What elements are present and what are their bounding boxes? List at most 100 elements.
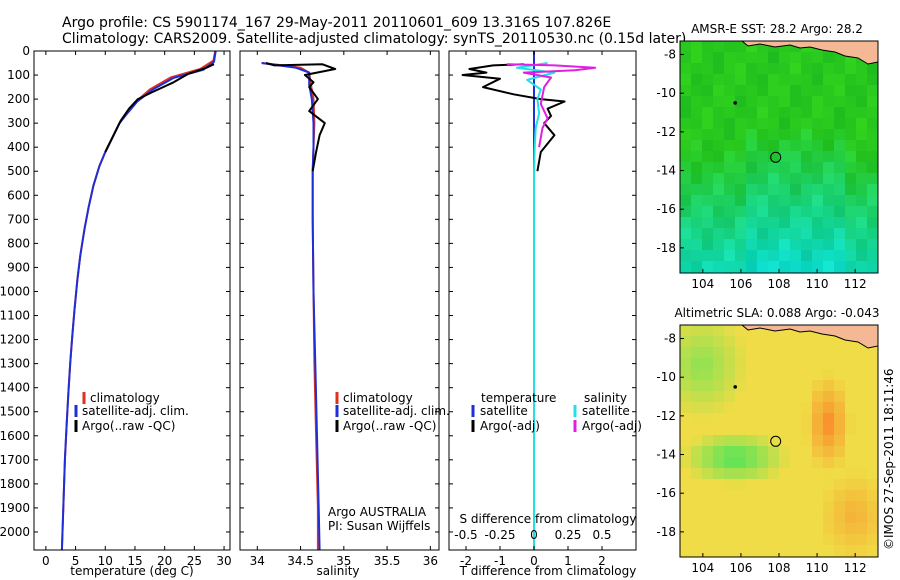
map-cell (702, 446, 714, 458)
map-cell (790, 402, 802, 414)
map-cell (768, 118, 780, 130)
map-cell (757, 228, 769, 240)
map-cell (856, 217, 868, 229)
map-cell (812, 424, 824, 436)
map-cell (845, 96, 857, 108)
map-cell (790, 228, 802, 240)
map-cell (834, 129, 846, 141)
map-cell (856, 501, 868, 513)
map-cell (702, 435, 714, 447)
map-cell (867, 63, 878, 75)
map-cell (801, 512, 813, 524)
map-cell (801, 413, 813, 425)
difference-axes-frame (448, 50, 637, 551)
map-cell (768, 195, 780, 207)
map-cell (779, 358, 791, 370)
map-cell (746, 162, 758, 174)
map-cell (746, 107, 758, 119)
map-cell (779, 424, 791, 436)
map-cell (768, 512, 780, 524)
map-cell (823, 545, 835, 557)
map-cell (768, 545, 780, 557)
map-cell (867, 195, 878, 207)
map-cell (680, 446, 692, 458)
y-tick-label: 1700 (0, 453, 30, 467)
map-cell (812, 173, 824, 185)
map-cell (735, 391, 747, 403)
map-y-tick-label: -14 (656, 164, 676, 178)
map-cell (691, 413, 703, 425)
map-cell (702, 107, 714, 119)
map-cell (713, 402, 725, 414)
map-cell (845, 195, 857, 207)
map-cell (856, 479, 868, 491)
map-cell (834, 195, 846, 207)
map-cell (746, 358, 758, 370)
profile-location-marker (770, 435, 782, 447)
map-cell (702, 369, 714, 381)
map-cell (768, 184, 780, 196)
map-cell (691, 217, 703, 229)
map-cell (724, 545, 736, 557)
legend-label-temp-argo: Argo(-adj) (480, 419, 540, 433)
x-tick-label: 10 (98, 554, 113, 568)
map-cell (834, 358, 846, 370)
map-cell (768, 239, 780, 251)
map-cell (680, 228, 692, 240)
map-cell (867, 261, 878, 273)
map-cell (801, 369, 813, 381)
map-cell (845, 391, 857, 403)
map-cell (768, 261, 780, 273)
map-cell (845, 479, 857, 491)
map-cell (768, 402, 780, 414)
map-x-tick-label: 110 (806, 277, 829, 291)
x-tick-label: 35.5 (374, 554, 401, 568)
map-cell (823, 369, 835, 381)
map-cell (834, 446, 846, 458)
map-cell (867, 239, 878, 251)
map-cell (680, 523, 692, 535)
map-cell (790, 151, 802, 163)
series-line-d-1 (461, 63, 566, 172)
map-cell (735, 206, 747, 218)
map-cell (724, 336, 736, 348)
map-cell (724, 523, 736, 535)
sst-land-mass (740, 40, 879, 65)
map-cell (757, 369, 769, 381)
map-cell (735, 358, 747, 370)
map-cell (823, 261, 835, 273)
map-cell (801, 118, 813, 130)
map-cell (757, 41, 769, 53)
map-cell (867, 424, 878, 436)
map-cell (680, 413, 692, 425)
sla-map-panel: Altimetric SLA: 0.088 Argo: -0.043 104 10… (656, 306, 879, 575)
map-cell (823, 479, 835, 491)
map-cell (779, 402, 791, 414)
map-cell (757, 52, 769, 64)
y-tick-label: 1600 (0, 429, 30, 443)
map-cell (680, 261, 692, 273)
map-cell (823, 250, 835, 262)
map-cell (746, 239, 758, 251)
map-cell (702, 512, 714, 524)
map-cell (713, 96, 725, 108)
map-cell (757, 413, 769, 425)
series-line-d-3 (506, 63, 597, 148)
map-cell (790, 206, 802, 218)
map-cell (746, 402, 758, 414)
map-cell (735, 534, 747, 546)
map-cell (768, 63, 780, 75)
map-cell (790, 140, 802, 152)
map-cell (867, 272, 878, 273)
map-cell (812, 380, 824, 392)
map-cell (823, 63, 835, 75)
map-cell (779, 435, 791, 447)
map-cell (702, 206, 714, 218)
map-cell (823, 162, 835, 174)
map-cell (768, 479, 780, 491)
x-tick-label: 5 (72, 554, 80, 568)
map-cell (801, 239, 813, 251)
map-cell (845, 63, 857, 75)
map-cell (702, 74, 714, 86)
map-cell (713, 261, 725, 273)
